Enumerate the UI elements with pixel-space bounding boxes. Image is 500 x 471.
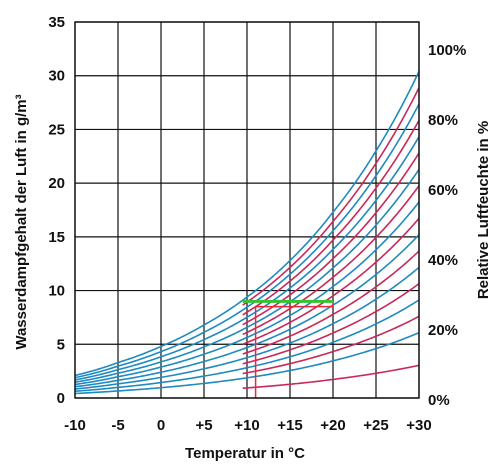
- annotations: [242, 299, 334, 398]
- humidity-curve-red: [242, 120, 420, 316]
- humidity-curve-blue: [74, 103, 420, 379]
- y-tick-label: 5: [57, 336, 65, 353]
- humidity-curve-blue: [74, 331, 420, 395]
- humidity-curve-red: [242, 250, 420, 355]
- humidity-curve-blue: [74, 71, 420, 377]
- y2-tick-label: 20%: [428, 322, 458, 339]
- x-tick-labels: -10 -5 0 +5 +10 +15 +20 +25 +30: [64, 417, 432, 434]
- dewpoint-guide-line: [254, 301, 334, 398]
- y-tick-label: 35: [48, 14, 65, 31]
- plot-border: [74, 21, 420, 399]
- x-tick-label: -10: [64, 417, 86, 434]
- humidity-curve-red: [242, 283, 420, 365]
- humidity-curve-blue: [74, 234, 420, 388]
- y-tick-label: 25: [48, 121, 65, 138]
- y2-tick-label: 0%: [428, 392, 450, 409]
- x-tick-label: 0: [157, 417, 165, 434]
- y-tick-label: 10: [48, 283, 65, 300]
- humidity-curve-blue: [74, 299, 420, 393]
- x-tick-label: -5: [111, 417, 124, 434]
- x-tick-label: +20: [320, 417, 345, 434]
- y2-axis-title: Relative Luftfeuchte in %: [475, 121, 492, 299]
- x-tick-label: +10: [234, 417, 259, 434]
- humidity-curve-blue: [74, 168, 420, 383]
- humidity-curve-red: [242, 87, 420, 306]
- x-tick-label: +30: [406, 417, 431, 434]
- x-tick-label: +5: [195, 417, 212, 434]
- y-tick-label: 20: [48, 175, 65, 192]
- humidity-curve-red: [242, 217, 420, 345]
- y2-tick-label: 40%: [428, 252, 458, 269]
- humidity-curves: [74, 71, 420, 395]
- humidity-curve-red: [242, 185, 420, 336]
- humidity-curve-red: [242, 315, 420, 375]
- y2-tick-label: 80%: [428, 112, 458, 129]
- y2-tick-labels: 0% 20% 40% 60% 80% 100%: [428, 42, 466, 409]
- y-tick-labels: 0 5 10 15 20 25 30 35: [48, 14, 65, 407]
- humidity-curve-blue: [74, 201, 420, 386]
- humidity-curve-blue: [74, 136, 420, 381]
- humidity-curve-red: [242, 364, 420, 390]
- y-axis-title: Wasserdampfgehalt der Luft in g/m³: [13, 94, 30, 349]
- x-tick-label: +25: [363, 417, 388, 434]
- x-tick-label: +15: [277, 417, 302, 434]
- x-axis-title: Temperatur in °C: [185, 445, 305, 462]
- y-tick-label: 30: [48, 68, 65, 85]
- y-tick-label: 15: [48, 229, 65, 246]
- y2-tick-label: 60%: [428, 182, 458, 199]
- y-tick-label: 0: [57, 390, 65, 407]
- humidity-curve-blue: [74, 266, 420, 390]
- y2-tick-label: 100%: [428, 42, 466, 59]
- plot-frame: [74, 21, 420, 399]
